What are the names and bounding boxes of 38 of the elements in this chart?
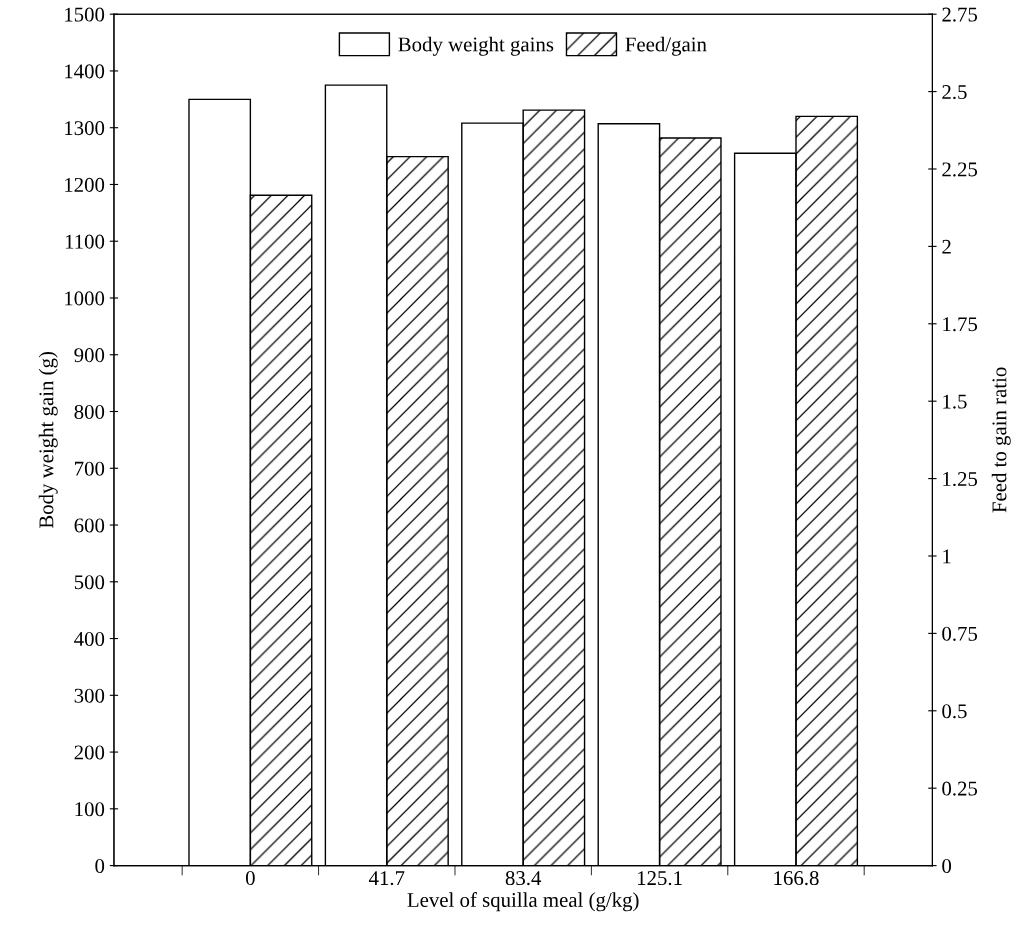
y-axis-title: Body weight gain (g) <box>38 351 58 529</box>
y-tick-label: 1300 <box>65 121 105 136</box>
y-tick-label: 1500 <box>65 7 105 22</box>
y-tick-label: 400 <box>74 631 105 646</box>
y2-tick-label: 0.5 <box>942 704 967 719</box>
y2-tick-label: 2.25 <box>942 162 978 177</box>
y-tick-label: 1400 <box>65 64 105 79</box>
y2-tick-label: 2.75 <box>942 7 978 22</box>
y-tick-label: 500 <box>74 575 105 590</box>
y2-tick-label: 1 <box>943 549 951 564</box>
y2-axis-title: Feed to gain ratio <box>991 367 1011 513</box>
y-tick-label: 1100 <box>65 234 105 249</box>
x-tick-label: 83.4 <box>505 871 542 886</box>
y2-tick-label: 2.5 <box>942 85 967 100</box>
x-tick-label: 0 <box>245 871 255 886</box>
y2-tick-label: 0.75 <box>942 626 978 641</box>
y-tick-label: 700 <box>75 461 105 476</box>
x-axis-title: Level of squilla meal (g/kg) <box>407 892 639 912</box>
legend-label: Feed/gain <box>625 36 707 56</box>
y2-tick-label: 0.25 <box>942 781 978 796</box>
y2-tick-label: 0 <box>942 858 952 874</box>
y2-tick-label: 1.25 <box>943 472 978 487</box>
x-tick-label: 125.1 <box>637 871 682 886</box>
x-tick-label: 166.8 <box>774 871 819 886</box>
legend-label: Body weight gains <box>398 36 554 56</box>
y-tick-label: 600 <box>74 518 105 533</box>
y-tick-label: 900 <box>74 348 105 363</box>
y-tick-label: 1000 <box>65 291 105 306</box>
y-tick-label: 300 <box>74 688 105 703</box>
y-tick-label: 800 <box>74 404 105 419</box>
y2-tick-label: 1.5 <box>943 394 967 409</box>
y-tick-label: 0 <box>95 858 105 874</box>
y2-tick-label: 2 <box>942 239 951 254</box>
y-tick-label: 200 <box>74 745 105 760</box>
y-tick-label: 1200 <box>65 177 105 192</box>
y-tick-label: 100 <box>75 802 105 817</box>
x-tick-label: 41.7 <box>368 871 405 886</box>
y2-tick-label: 1.75 <box>943 317 978 332</box>
